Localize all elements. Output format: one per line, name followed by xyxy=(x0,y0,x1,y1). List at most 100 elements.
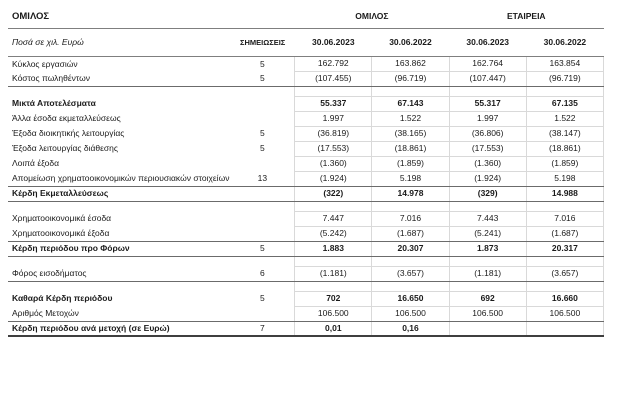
table-row: Άλλα έσοδα εκμεταλλεύσεως 1.997 1.522 1.997… xyxy=(8,110,605,127)
value-cell xyxy=(294,200,373,212)
value-cell: 55.317 xyxy=(448,95,527,112)
row-label: Αριθμός Μετοχών xyxy=(8,306,231,322)
row-label: Κέρδη Εκμεταλλεύσεως xyxy=(8,186,231,202)
row-label: Καθαρά Κέρδη περιόδου xyxy=(12,293,113,304)
note-reference xyxy=(231,111,295,126)
value-cell xyxy=(294,85,373,97)
date-header: 30.06.2022 xyxy=(371,28,450,57)
row-label: Άλλα έσοδα εκμεταλλεύσεως xyxy=(12,113,121,124)
group-header-row: ΟΜΙΛΟΣ ΟΜΙΛΟΣ ΕΤΑΙΡΕΙΑ xyxy=(8,5,604,29)
date-header: 30.06.2022 xyxy=(526,28,604,57)
note-reference: 7 xyxy=(230,321,295,337)
value-cell: (1.859) xyxy=(371,155,450,172)
table-row: Λοιπά έξοδα (1.360) (1.859) (1.360) (1.859) xyxy=(8,155,605,172)
note-reference: 13 xyxy=(230,171,295,187)
table-row: Αριθμός Μετοχών 106.500 106.500 106.500 106.… xyxy=(8,305,605,322)
spacer-row xyxy=(8,200,605,212)
table-row: Χρηματοοικονομικά έσοδα 7.447 7.016 7.443 7.… xyxy=(8,210,605,227)
value-cell xyxy=(525,255,605,267)
value-cell: 106.500 xyxy=(371,305,450,322)
value-cell: (1.687) xyxy=(525,225,605,242)
table-row: Απομείωση χρηματοοικονομικών περιουσιακώ… xyxy=(8,170,605,187)
note-reference xyxy=(230,226,295,242)
value-cell: 14.978 xyxy=(371,185,450,202)
value-cell xyxy=(448,320,527,337)
table-row: Χρηματοοικονομικά έξοδα (5.242) (1.687) (5.… xyxy=(8,225,605,242)
value-cell: (17.553) xyxy=(294,140,373,157)
value-cell: 20.317 xyxy=(525,240,605,257)
value-cell: 67.143 xyxy=(371,95,450,112)
value-cell: (3.657) xyxy=(371,265,450,282)
value-cell: (1.859) xyxy=(525,155,605,172)
row-label: Έξοδα λειτουργίας διάθεσης xyxy=(12,143,118,154)
value-cell xyxy=(371,85,450,97)
value-cell: 16.650 xyxy=(371,290,450,307)
value-cell: 1.522 xyxy=(525,110,605,127)
table-row: Καθαρά Κέρδη περιόδου 5 702 16.650 692 16.660 xyxy=(8,290,605,307)
value-cell: 7.447 xyxy=(294,210,373,227)
date-header: 30.06.2023 xyxy=(449,28,527,57)
value-cell xyxy=(525,85,605,97)
value-cell xyxy=(294,280,373,292)
note-reference xyxy=(231,156,295,171)
row-label: Λοιπά έξοδα xyxy=(12,158,60,169)
row-label: Κύκλος εργασιών xyxy=(12,58,78,69)
spacer-row xyxy=(8,280,605,292)
table-row: Κέρδη Εκμεταλλεύσεως (322) 14.978 (329) 14.9… xyxy=(8,185,605,202)
value-cell: 7.016 xyxy=(525,210,605,227)
spacer-row xyxy=(8,85,605,97)
value-cell: (18.861) xyxy=(525,140,605,157)
value-cell: (107.447) xyxy=(448,70,527,87)
row-label: Χρηματοοικονομικά έξοδα xyxy=(8,226,231,242)
value-cell xyxy=(525,200,605,212)
value-cell: 7.016 xyxy=(371,210,450,227)
value-cell: 106.500 xyxy=(525,305,605,322)
table-body: Κύκλος εργασιών 5 162.792 163.862 162.764 163… xyxy=(8,55,605,337)
table-row: Κόστος πωληθέντων 5 (107.455) (96.719) (107.… xyxy=(8,70,605,87)
note-reference: 5 xyxy=(230,71,295,87)
value-cell: 5.198 xyxy=(525,170,605,187)
value-cell: (38.165) xyxy=(371,125,450,142)
value-cell: (1.924) xyxy=(294,170,373,187)
value-cell: 20.307 xyxy=(371,240,450,257)
note-reference: 6 xyxy=(230,266,295,282)
row-label: Έξοδα διοικητικής λειτουργίας xyxy=(12,128,125,139)
value-cell: 702 xyxy=(294,290,373,307)
table-row: Μικτά Αποτελέσματα 55.337 67.143 55.317 67.1… xyxy=(8,95,605,112)
value-cell: (1.360) xyxy=(448,155,527,172)
column-header-row: Ποσά σε χιλ. Ευρώ ΣΗΜΕΙΩΣΕΙΣ 30.06.2023 … xyxy=(8,28,604,57)
value-cell: 163.854 xyxy=(525,55,605,72)
value-cell: 162.792 xyxy=(294,55,373,72)
value-cell: (96.719) xyxy=(371,70,450,87)
value-cell: (1.181) xyxy=(448,265,527,282)
date-header: 30.06.2023 xyxy=(294,28,372,57)
value-cell: 0,01 xyxy=(294,320,373,337)
page-title: ΟΜΙΛΟΣ xyxy=(8,5,295,29)
value-cell: 0,16 xyxy=(371,320,450,337)
value-cell: (329) xyxy=(448,185,527,202)
row-label xyxy=(8,256,231,266)
value-cell: 1.997 xyxy=(294,110,373,127)
table-row: Κέρδη περιόδου ανά μετοχή (σε Ευρώ) 7 0,01… xyxy=(8,320,605,337)
value-cell xyxy=(371,280,450,292)
income-statement-table: ΟΜΙΛΟΣ ΟΜΙΛΟΣ ΕΤΑΙΡΕΙΑ Ποσά σε χιλ. Ευρώ… xyxy=(8,5,605,337)
value-cell: (322) xyxy=(294,185,373,202)
value-cell: (38.147) xyxy=(525,125,605,142)
value-cell xyxy=(448,200,527,212)
value-cell: (107.455) xyxy=(294,70,373,87)
value-cell: 1.873 xyxy=(448,240,527,257)
value-cell: 7.443 xyxy=(448,210,527,227)
value-cell xyxy=(525,280,605,292)
value-cell: (18.861) xyxy=(371,140,450,157)
value-cell xyxy=(294,255,373,267)
group-header-omilos: ΟΜΙΛΟΣ xyxy=(294,5,450,29)
note-reference xyxy=(231,86,295,96)
row-label: Μικτά Αποτελέσματα xyxy=(12,98,96,109)
value-cell xyxy=(525,320,605,337)
table-row: Φόρος εισοδήματος 6 (1.181) (3.657) (1.181)(… xyxy=(8,265,605,282)
value-cell xyxy=(371,255,450,267)
value-cell: (17.553) xyxy=(448,140,527,157)
row-label: Χρηματοοικονομικά έσοδα xyxy=(12,213,112,224)
value-cell: 16.660 xyxy=(525,290,605,307)
